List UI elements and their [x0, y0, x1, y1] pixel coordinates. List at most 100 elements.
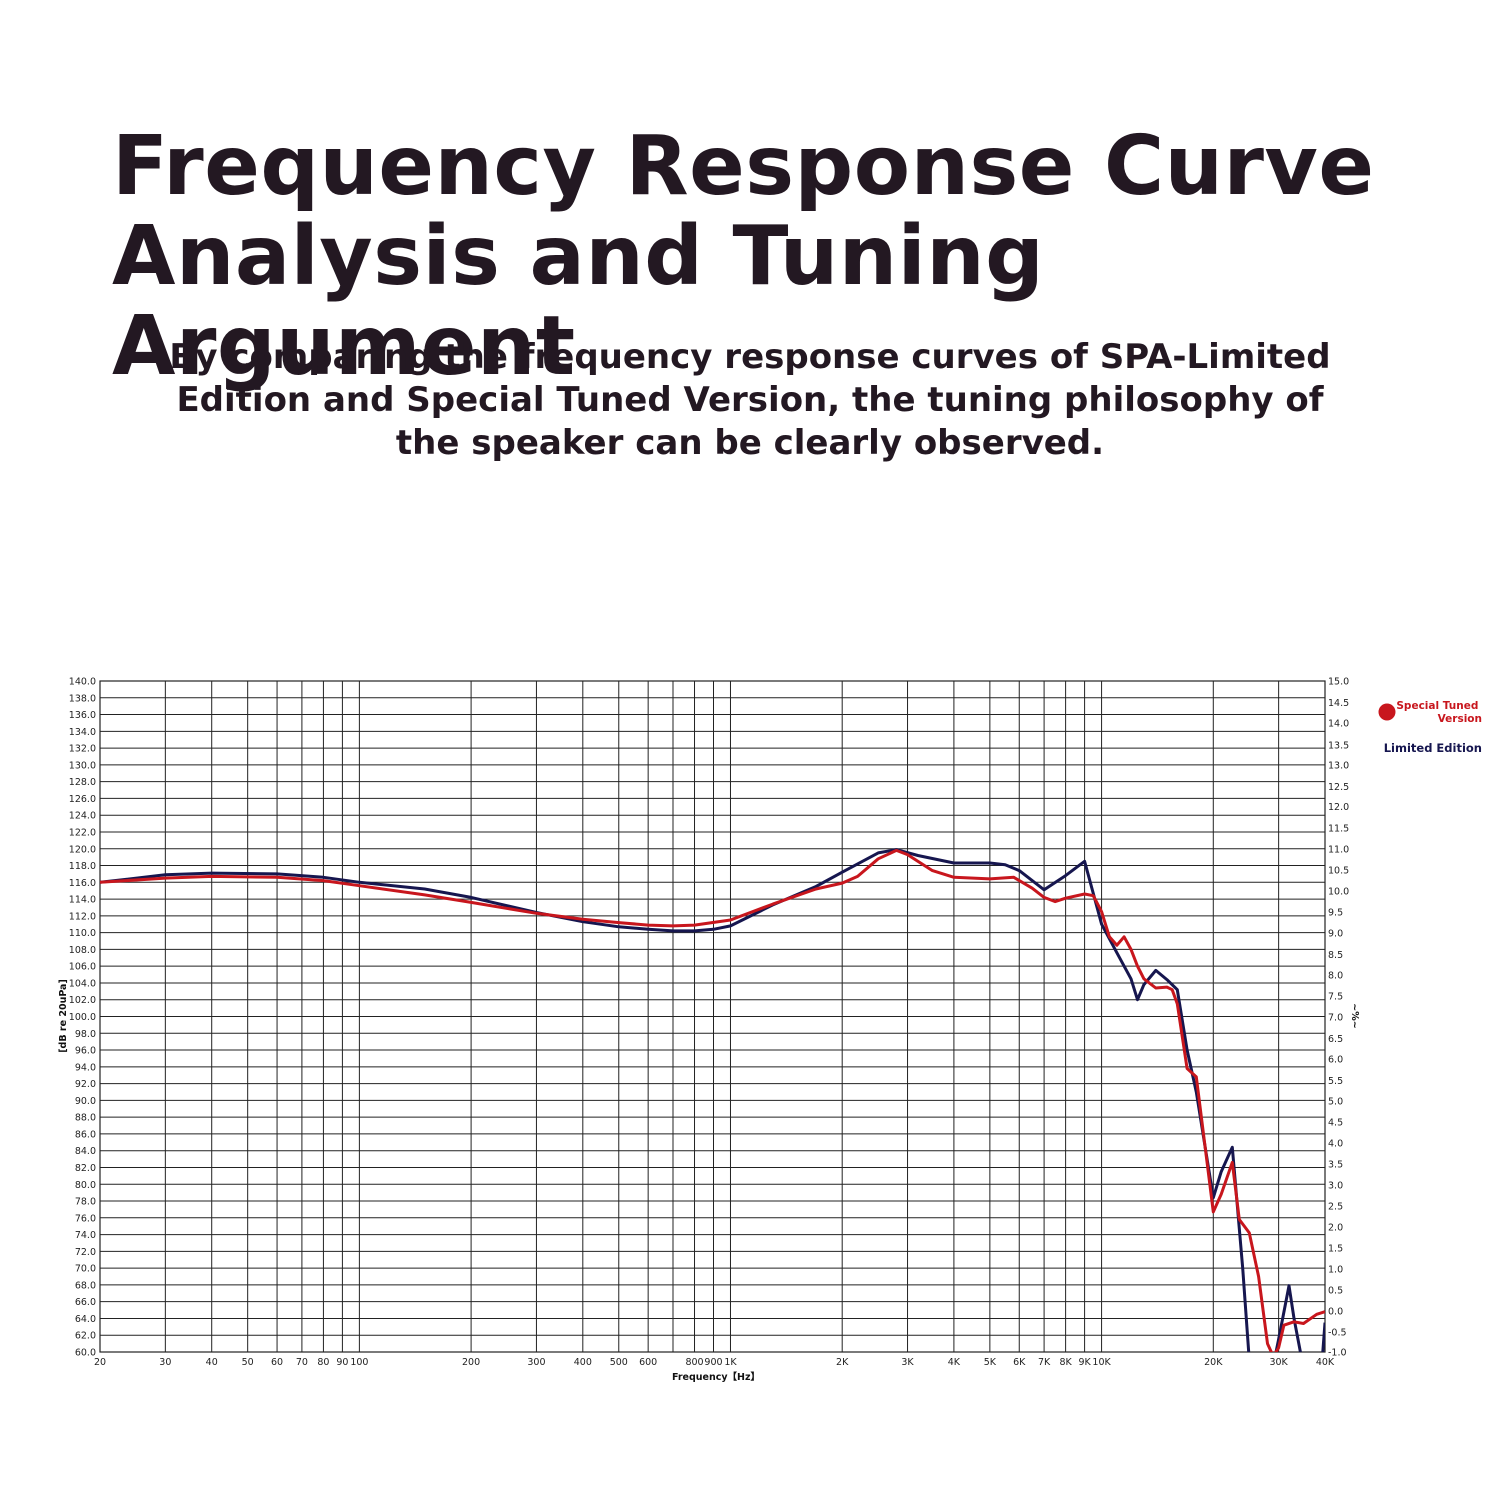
y-tick-label: 136.0 — [69, 710, 96, 721]
chart-grid — [99, 680, 1326, 1353]
y-tick-label: 132.0 — [69, 744, 96, 755]
y-tick-label: 112.0 — [69, 911, 96, 922]
chart-curves — [100, 848, 1325, 1352]
y-right-tick-label: 10.5 — [1328, 866, 1349, 877]
y-tick-label: 138.0 — [69, 693, 96, 704]
x-tick-label: 40K — [1316, 1357, 1335, 1368]
legend-label-limited-edition: Limited Edition — [1384, 741, 1482, 755]
x-tick-label: 5K — [984, 1357, 997, 1368]
x-tick-label: 7K — [1038, 1357, 1051, 1368]
x-tick-label: 100 — [350, 1357, 368, 1368]
x-tick-label: 4K — [948, 1357, 961, 1368]
y-tick-label: 120.0 — [69, 844, 96, 855]
x-tick-label: 600 — [639, 1357, 657, 1368]
y-tick-label: 78.0 — [75, 1197, 96, 1208]
y-tick-label: 96.0 — [75, 1046, 96, 1057]
x-axis-title: Frequency【Hz】 — [672, 1371, 760, 1383]
x-tick-label: 10K — [1092, 1357, 1111, 1368]
y-right-tick-label: 2.5 — [1328, 1202, 1343, 1213]
x-tick-label: 1K — [724, 1357, 737, 1368]
y-right-tick-label: 13.0 — [1328, 761, 1349, 772]
y-tick-label: 102.0 — [69, 995, 96, 1006]
y-tick-label: 64.0 — [75, 1314, 96, 1325]
x-tick-label: 500 — [610, 1357, 628, 1368]
legend-label-special-tuned: Special Tuned Version — [1396, 700, 1482, 725]
x-tick-label: 3K — [901, 1357, 914, 1368]
y-right-tick-label: 15.0 — [1328, 677, 1349, 688]
x-tick-label: 30 — [159, 1357, 171, 1368]
y-right-tick-label: 2.0 — [1328, 1223, 1343, 1234]
y-right-tick-label: -0.5 — [1328, 1328, 1347, 1339]
y-right-tick-label: 1.5 — [1328, 1244, 1343, 1255]
page-title: Frequency Response Curve Analysis and Tu… — [112, 119, 1375, 394]
page-subtitle: By comparing the frequency response curv… — [169, 337, 1331, 463]
y-right-tick-label: -1.0 — [1328, 1348, 1347, 1359]
x-tick-label: 9K — [1078, 1357, 1091, 1368]
y-right-tick-label: 14.5 — [1328, 698, 1349, 709]
y-tick-label: 108.0 — [69, 945, 96, 956]
y-tick-label: 118.0 — [69, 861, 96, 872]
y-tick-label: 126.0 — [69, 794, 96, 805]
y-axis-left: 140.0 138.0 136.0 134.0 132.0 130.0 128.0 126.0… — [69, 677, 96, 1359]
y-tick-label: 74.0 — [75, 1230, 96, 1241]
x-tick-label: 2K — [836, 1357, 849, 1368]
y-right-tick-label: 1.0 — [1328, 1265, 1343, 1276]
y-tick-label: 140.0 — [69, 677, 96, 688]
y-tick-label: 92.0 — [75, 1079, 96, 1090]
y-right-tick-label: 0.5 — [1328, 1286, 1343, 1297]
x-tick-label: 8K — [1059, 1357, 1072, 1368]
y-right-tick-label: 4.5 — [1328, 1118, 1343, 1129]
y-right-tick-label: 9.5 — [1328, 908, 1343, 919]
x-tick-label: 80 — [317, 1357, 329, 1368]
x-tick-label: 40 — [206, 1357, 218, 1368]
y-right-tick-label: 7.5 — [1328, 992, 1343, 1003]
x-tick-label: 800 — [685, 1357, 703, 1368]
y-tick-label: 88.0 — [75, 1113, 96, 1124]
y-right-tick-label: 3.5 — [1328, 1160, 1343, 1171]
y-tick-label: 100.0 — [69, 1012, 96, 1023]
y-tick-label: 86.0 — [75, 1129, 96, 1140]
series-special-tuned-line — [100, 848, 1325, 1352]
y-right-tick-label: 14.0 — [1328, 719, 1349, 730]
y-right-tick-label: 13.5 — [1328, 740, 1349, 751]
x-tick-label: 50 — [242, 1357, 254, 1368]
y-right-tick-label: 11.0 — [1328, 845, 1349, 856]
y-tick-label: 116.0 — [69, 878, 96, 889]
y-tick-label: 72.0 — [75, 1247, 96, 1258]
series-limited-edition-line — [100, 848, 1325, 1352]
y-right-tick-label: 10.0 — [1328, 887, 1349, 898]
x-tick-label: 200 — [462, 1357, 480, 1368]
y-right-tick-label: 11.5 — [1328, 824, 1349, 835]
y-tick-label: 70.0 — [75, 1264, 96, 1275]
x-tick-label: 20K — [1204, 1357, 1223, 1368]
x-tick-label: 60 — [271, 1357, 283, 1368]
y-axis-right: 15.0 14.5 14.0 13.5 13.0 12.5 12.0 11.5 11.0 10.5… — [1328, 677, 1349, 1359]
y-axis-right-title: ~%~ — [1349, 1003, 1360, 1028]
y-tick-label: 82.0 — [75, 1163, 96, 1174]
x-axis: 20 30 40 50 60 70 80 90 100 200 300 400 500 600 800 900… — [94, 1357, 1335, 1368]
y-right-tick-label: 12.0 — [1328, 802, 1349, 813]
y-tick-label: 134.0 — [69, 727, 96, 738]
x-tick-label: 30K — [1269, 1357, 1288, 1368]
y-tick-label: 80.0 — [75, 1180, 96, 1191]
y-tick-label: 66.0 — [75, 1297, 96, 1308]
y-tick-label: 60.0 — [75, 1348, 96, 1359]
x-tick-label: 300 — [527, 1357, 545, 1368]
y-right-tick-label: 6.5 — [1328, 1034, 1343, 1045]
y-tick-label: 124.0 — [69, 811, 96, 822]
y-tick-label: 110.0 — [69, 928, 96, 939]
y-right-tick-label: 6.0 — [1328, 1055, 1343, 1066]
x-tick-label: 400 — [574, 1357, 592, 1368]
x-tick-label: 20 — [94, 1357, 106, 1368]
x-tick-label: 900 — [704, 1357, 722, 1368]
legend-label-special-tuned-line2: Version — [1438, 713, 1482, 725]
y-right-tick-label: 4.0 — [1328, 1139, 1343, 1150]
y-right-tick-label: 3.0 — [1328, 1181, 1343, 1192]
legend-dot-special-tuned — [1378, 703, 1396, 721]
y-tick-label: 122.0 — [69, 827, 96, 838]
x-tick-label: 70 — [296, 1357, 308, 1368]
plot-frame — [99, 680, 1326, 1353]
legend-label-special-tuned-line1: Special Tuned — [1396, 700, 1478, 712]
y-tick-label: 106.0 — [69, 962, 96, 973]
y-right-tick-label: 8.5 — [1328, 950, 1343, 961]
